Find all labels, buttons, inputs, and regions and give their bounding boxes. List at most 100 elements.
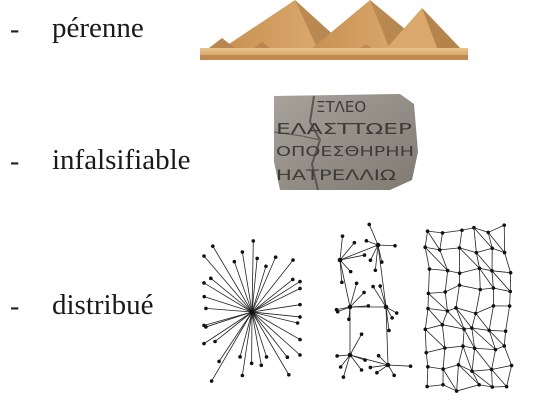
network-node xyxy=(217,359,221,364)
network-edge xyxy=(427,384,444,387)
network-edge xyxy=(424,231,428,248)
network-edge xyxy=(339,259,351,272)
network-edge xyxy=(241,311,253,376)
network-edge xyxy=(211,311,253,382)
network-edge xyxy=(205,307,253,313)
network-edge xyxy=(439,232,443,250)
network-node xyxy=(347,352,353,358)
network-edge xyxy=(427,230,443,234)
network-edge xyxy=(444,270,449,293)
network-node xyxy=(445,268,450,273)
network-node xyxy=(251,239,256,243)
network-node xyxy=(204,306,208,311)
network-edge xyxy=(204,296,253,313)
network-edge xyxy=(427,230,441,251)
network-node xyxy=(362,253,367,257)
network-node xyxy=(477,266,482,271)
network-node xyxy=(441,367,445,371)
network-node xyxy=(380,260,384,264)
network-edge xyxy=(203,255,253,313)
network-edge xyxy=(475,252,480,269)
network-node xyxy=(376,353,381,358)
tablet-line-3: ΟΠΟΕΣΘΗΡΗΗ xyxy=(276,145,414,160)
network-node xyxy=(424,350,429,355)
network-edge xyxy=(372,286,387,308)
network-node xyxy=(507,304,512,308)
network-edge xyxy=(474,348,492,370)
network-edge xyxy=(426,366,429,387)
network-edge xyxy=(439,247,460,251)
tablet-line-2: ΕΛΑΣΤΤΩΕΡ xyxy=(276,120,412,138)
network-edge xyxy=(349,283,357,308)
network-diagrams xyxy=(202,222,514,393)
network-edge xyxy=(459,247,477,254)
network-node xyxy=(259,363,264,368)
network-node xyxy=(249,309,255,315)
network-node xyxy=(490,269,494,273)
network-node xyxy=(441,382,445,387)
network-edge xyxy=(491,369,493,388)
network-node xyxy=(298,279,302,284)
network-edge xyxy=(374,244,379,271)
network-node xyxy=(392,373,396,378)
network-node xyxy=(209,276,213,281)
network-node xyxy=(298,286,302,291)
network-node xyxy=(348,269,353,274)
network-edge xyxy=(427,308,448,312)
network-edge xyxy=(492,247,505,253)
network-node xyxy=(473,311,478,316)
network-edge xyxy=(349,305,369,308)
network-edge xyxy=(339,259,343,283)
network-edge xyxy=(387,364,411,367)
network-edge xyxy=(439,249,449,271)
network-edge xyxy=(488,330,505,347)
network-node xyxy=(385,362,391,368)
network-edge xyxy=(491,270,511,274)
network-node xyxy=(423,327,428,332)
network-edge xyxy=(424,308,429,330)
network-node xyxy=(298,315,302,319)
network-edge xyxy=(462,345,473,372)
network-node xyxy=(456,362,461,367)
network-edge xyxy=(471,370,493,388)
network-node xyxy=(427,267,432,271)
network-edge xyxy=(385,306,389,366)
network-node xyxy=(373,268,378,273)
network-node xyxy=(472,225,476,230)
network-edge xyxy=(428,293,448,312)
network-node xyxy=(341,375,346,379)
network-edge xyxy=(476,252,493,272)
network-node xyxy=(509,363,514,368)
network-edge xyxy=(461,227,474,231)
network-edge xyxy=(455,307,476,314)
network-node xyxy=(508,289,513,294)
network-edge xyxy=(424,246,448,271)
network-edge xyxy=(429,268,448,271)
network-node xyxy=(334,307,339,312)
network-edge xyxy=(476,247,493,254)
network-edge xyxy=(471,327,475,349)
network-edge xyxy=(509,291,511,307)
network-edge xyxy=(471,370,480,385)
network-node xyxy=(264,355,269,359)
network-node xyxy=(486,230,490,235)
network-edge xyxy=(455,307,473,329)
network-edge xyxy=(474,347,496,351)
network-node xyxy=(487,328,491,333)
network-node xyxy=(354,281,359,286)
network-node xyxy=(443,346,447,350)
network-node xyxy=(202,323,206,328)
network-edge xyxy=(251,240,254,313)
bullet-label-perenne: pérenne xyxy=(52,12,144,44)
tablet-line-1: ΞΤΛΕΟ xyxy=(316,98,366,116)
network-edge xyxy=(214,311,253,342)
network-edge xyxy=(475,305,494,314)
network-edge xyxy=(339,254,365,261)
bullet-label-distribue: distribué xyxy=(52,289,154,321)
network-node xyxy=(213,339,217,344)
network-edge xyxy=(472,369,492,372)
network-node xyxy=(502,223,507,227)
network-edge xyxy=(491,365,512,370)
network-edge xyxy=(442,368,457,392)
network-node xyxy=(255,256,259,261)
